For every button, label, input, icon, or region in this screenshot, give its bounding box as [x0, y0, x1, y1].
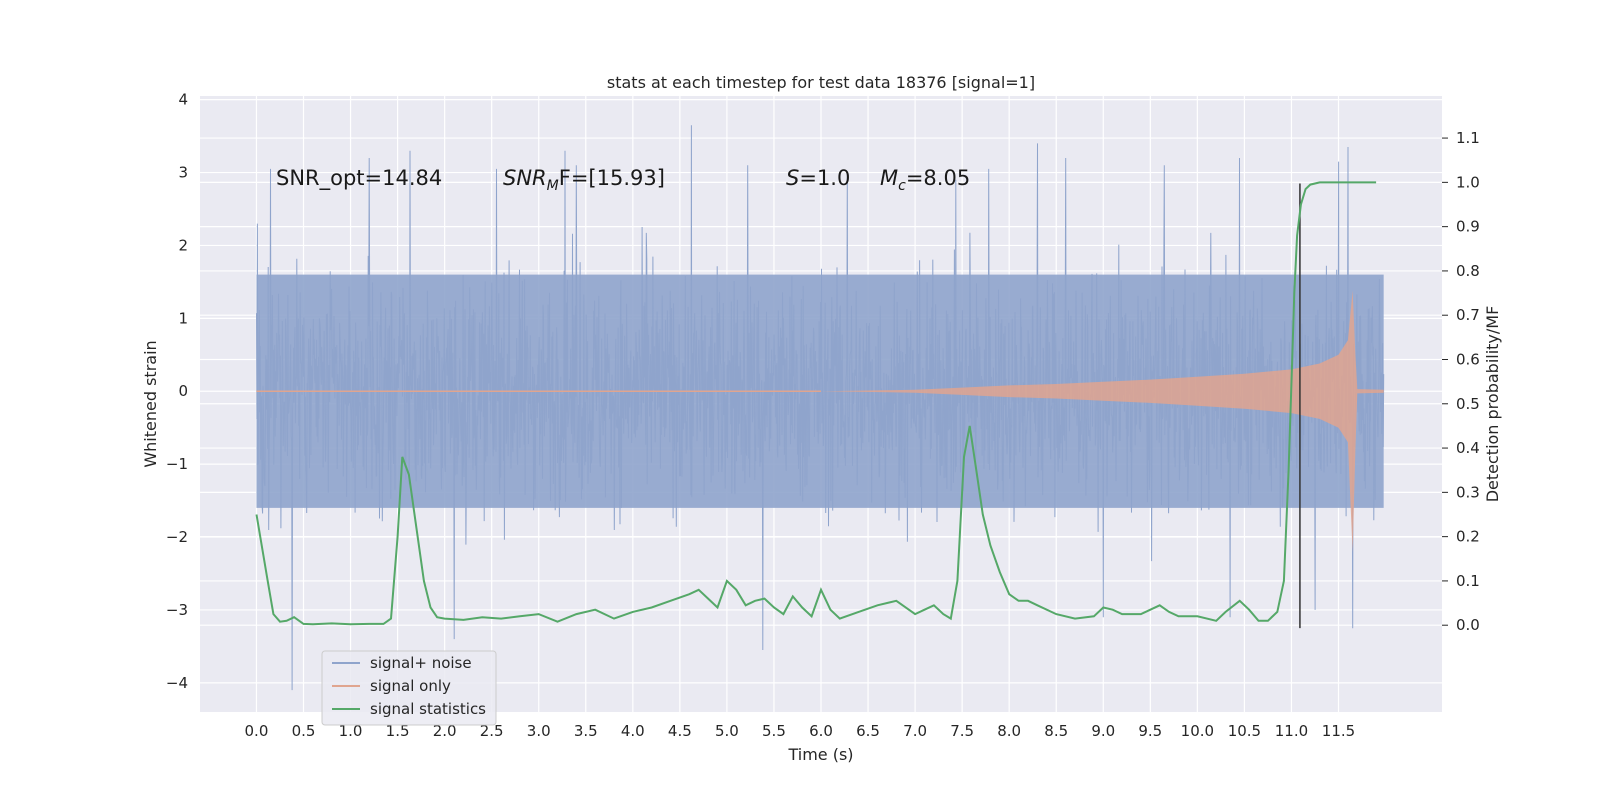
s-rest: =1.0: [799, 166, 850, 190]
mc-rest: =8.05: [906, 166, 970, 190]
x-tick-label: 5.0: [715, 722, 739, 740]
x-tick-label: 9.0: [1091, 722, 1115, 740]
y-tick-label-left: 0: [178, 382, 188, 400]
x-tick-label: 2.5: [480, 722, 504, 740]
signal-statistics-line: [255, 181, 1377, 626]
legend-label-stat: signal statistics: [370, 700, 486, 718]
signal-only-series: [256, 290, 1384, 553]
y-tick-label-right: 0.3: [1456, 483, 1480, 501]
x-tick-label: 2.0: [433, 722, 457, 740]
y-tick-label-right: 0.8: [1456, 262, 1480, 280]
annotation-snr-mf: SNRMF=[15.93]: [503, 166, 665, 194]
y-tick-label-left: 2: [178, 236, 188, 254]
x-tick-label: 7.0: [903, 722, 927, 740]
legend-box: [321, 650, 497, 726]
y-tick-label-left: −3: [166, 601, 188, 619]
y-tick-label-right: 0.4: [1456, 439, 1480, 457]
x-tick-label: 8.5: [1044, 722, 1068, 740]
x-tick-label: 10.5: [1228, 722, 1261, 740]
y-tick-label-left: −1: [166, 455, 188, 473]
x-tick-label: 4.5: [668, 722, 692, 740]
y-axis-left: −4 −3 −2 −1 0 1 2 3 4: [166, 91, 188, 692]
x-tick-label: 1.0: [339, 722, 363, 740]
y-tick-label-left: −4: [166, 674, 188, 692]
y-tick-label-right: 1.0: [1456, 173, 1480, 191]
x-tick-label: 11.5: [1322, 722, 1355, 740]
y-tick-label-right: 0.1: [1456, 572, 1480, 590]
snr-mf-sub: M: [547, 178, 559, 194]
y-tick-label-left: −2: [166, 528, 188, 546]
x-tick-label: 0.0: [245, 722, 269, 740]
s-italic: S: [786, 166, 799, 190]
y-axis-right: 0.0 0.1 0.2 0.3 0.4 0.5 0.6 0.7 0.8 0.9 1.0 1.1: [1442, 129, 1480, 634]
y-tick-label-right: 0.7: [1456, 306, 1480, 324]
legend-label-noise: signal+ noise: [370, 654, 472, 672]
y-tick-label-right: 0.5: [1456, 395, 1480, 413]
mc-main: M: [880, 166, 898, 190]
y-tick-label-left: 1: [178, 309, 188, 327]
y-tick-label-left: 4: [178, 91, 188, 109]
x-tick-label: 3.5: [574, 722, 598, 740]
signal-statistics-series: [255, 181, 1377, 626]
legend-label-signal: signal only: [370, 677, 451, 695]
annotation-s: S=1.0: [786, 166, 850, 190]
y-tick-label-right: 0.6: [1456, 350, 1480, 368]
y-axis-label-left: Whitened strain: [141, 340, 160, 467]
y-tick-label-right: 0.2: [1456, 528, 1480, 546]
x-tick-label: 3.0: [527, 722, 551, 740]
x-tick-label: 9.5: [1138, 722, 1162, 740]
x-tick-label: 11.0: [1275, 722, 1308, 740]
annotation-snr-opt: SNR_opt=14.84: [276, 166, 442, 191]
y-tick-label-right: 0.0: [1456, 616, 1480, 634]
x-tick-label: 0.5: [292, 722, 316, 740]
annotation-mc: Mc=8.05: [880, 166, 970, 194]
mc-sub: c: [898, 178, 906, 194]
x-tick-label: 8.0: [997, 722, 1021, 740]
chart-title: stats at each timestep for test data 183…: [607, 73, 1035, 92]
x-tick-label: 6.0: [809, 722, 833, 740]
x-axis: 0.0 0.5 1.0 1.5 2.0 2.5 3.0 3.5 4.0 4.5 5.0 5.5 6.0 6…: [245, 722, 1356, 740]
x-tick-label: 4.0: [621, 722, 645, 740]
x-tick-label: 1.5: [386, 722, 410, 740]
y-tick-label-right: 0.9: [1456, 218, 1480, 236]
noise-line: [256, 125, 1385, 691]
x-tick-label: 7.5: [950, 722, 974, 740]
snr-mf-main: SNR: [503, 166, 547, 190]
y-axis-label-right: Detection probability/MF: [1483, 306, 1502, 503]
x-tick-label: 10.0: [1181, 722, 1214, 740]
y-tick-label-left: 3: [178, 164, 188, 182]
y-tick-label-right: 1.1: [1456, 129, 1480, 147]
x-tick-label: 5.5: [762, 722, 786, 740]
x-tick-label: 6.5: [856, 722, 880, 740]
legend: signal+ noise signal only signal statist…: [321, 650, 497, 726]
snr-mf-rest: F=[15.93]: [559, 166, 665, 190]
x-axis-label: Time (s): [787, 745, 853, 764]
